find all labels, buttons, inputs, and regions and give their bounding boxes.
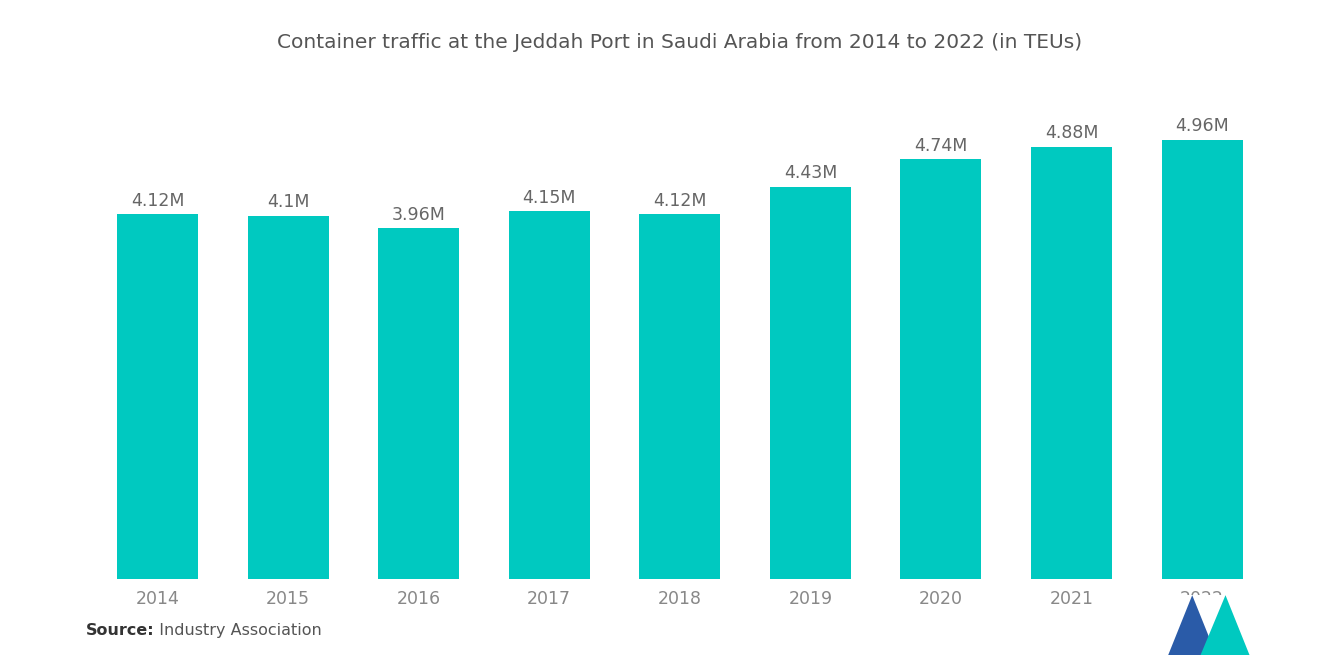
Polygon shape (1168, 595, 1216, 655)
Text: 4.1M: 4.1M (267, 194, 309, 211)
Title: Container traffic at the Jeddah Port in Saudi Arabia from 2014 to 2022 (in TEUs): Container traffic at the Jeddah Port in … (277, 33, 1082, 53)
Text: 3.96M: 3.96M (392, 205, 446, 224)
Text: 4.43M: 4.43M (784, 164, 837, 182)
Polygon shape (1201, 595, 1250, 655)
Bar (900, 159, 982, 579)
Text: 4.88M: 4.88M (1045, 124, 1098, 142)
Text: 4.74M: 4.74M (915, 137, 968, 155)
Text: 4.96M: 4.96M (1175, 117, 1229, 135)
Text: Industry Association: Industry Association (149, 623, 322, 638)
Bar (1162, 140, 1242, 579)
Bar (248, 216, 329, 579)
Bar (639, 214, 721, 579)
Bar (1031, 147, 1111, 579)
Bar (117, 214, 198, 579)
Bar (770, 187, 851, 579)
Bar (508, 211, 590, 579)
Text: 4.12M: 4.12M (653, 192, 706, 209)
Bar (378, 228, 459, 579)
Text: Source:: Source: (86, 623, 154, 638)
Text: 4.15M: 4.15M (523, 189, 576, 207)
Text: 4.12M: 4.12M (131, 192, 185, 209)
